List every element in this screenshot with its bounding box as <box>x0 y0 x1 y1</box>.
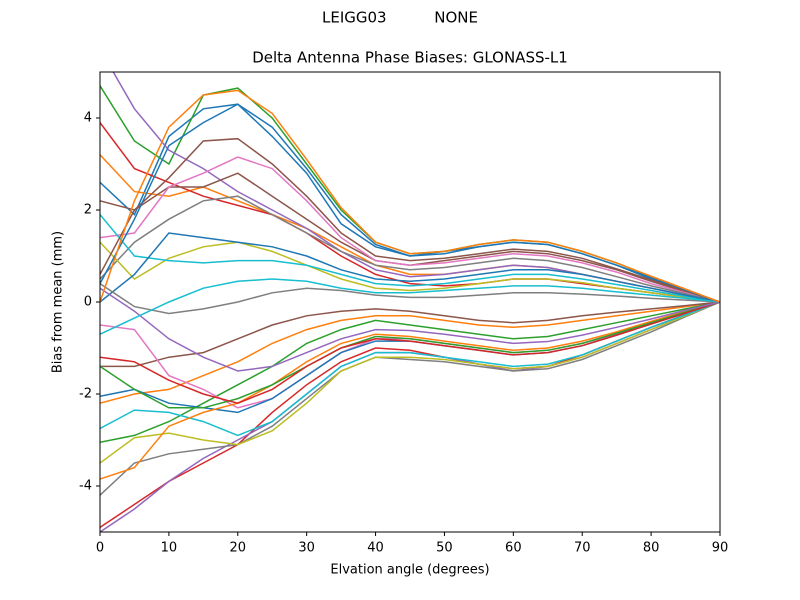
series-line <box>100 103 720 303</box>
series-line <box>100 301 720 480</box>
x-tick-label: 0 <box>96 541 104 556</box>
series-line <box>100 301 720 404</box>
chart-title: Delta Antenna Phase Biases: GLONASS-L1 <box>252 49 568 67</box>
x-tick-label: 90 <box>712 541 729 556</box>
series-line <box>100 301 720 437</box>
series-line <box>100 301 720 444</box>
x-axis-label: Elvation angle (degrees) <box>330 563 489 578</box>
y-tick-label: -2 <box>79 387 92 402</box>
series-line <box>100 156 720 303</box>
x-tick-label: 50 <box>436 541 453 556</box>
series-line <box>100 195 720 303</box>
x-tick-label: 60 <box>505 541 522 556</box>
series-line <box>100 232 720 303</box>
series-line <box>100 301 720 464</box>
series-line <box>100 287 720 372</box>
x-tick-label: 70 <box>574 541 591 556</box>
x-tick-label: 40 <box>367 541 384 556</box>
x-tick-label: 20 <box>230 541 247 556</box>
y-axis-label: Bias from mean (mm) <box>51 231 66 373</box>
series-line <box>100 278 720 335</box>
y-tick-label: 2 <box>84 203 92 218</box>
y-tick-label: -4 <box>79 479 92 494</box>
series-line <box>100 89 720 303</box>
plot-area <box>100 72 720 532</box>
series-line <box>100 241 720 303</box>
series-line <box>100 301 720 404</box>
suptitle: LEIGG03 NONE <box>322 9 478 27</box>
y-tick-label: 0 <box>84 295 92 310</box>
series-line <box>100 282 720 315</box>
series-line <box>100 301 720 409</box>
y-tick-label: 4 <box>84 111 92 126</box>
x-tick-label: 30 <box>298 541 315 556</box>
series-line <box>100 301 720 496</box>
series-line <box>100 214 720 303</box>
series-line <box>100 137 720 303</box>
x-tick-label: 10 <box>161 541 178 556</box>
x-tick-label: 80 <box>643 541 660 556</box>
series-line <box>100 301 720 368</box>
